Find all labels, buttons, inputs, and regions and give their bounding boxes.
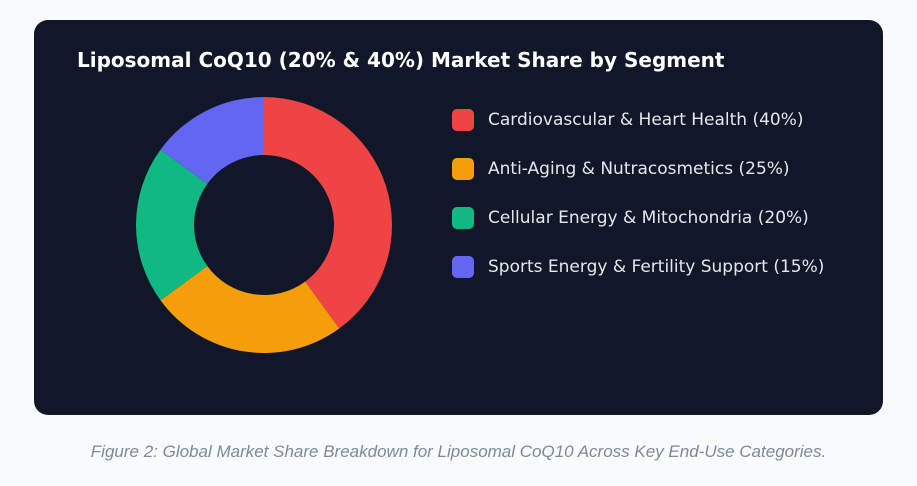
legend-swatch [452, 158, 474, 180]
legend-label: Cardiovascular & Heart Health (40%) [488, 110, 804, 130]
legend-swatch [452, 207, 474, 229]
chart-legend: Cardiovascular & Heart Health (40%) Anti-… [452, 108, 824, 304]
legend-item[interactable]: Cardiovascular & Heart Health (40%) [452, 108, 824, 132]
legend-swatch [452, 109, 474, 131]
legend-item[interactable]: Anti-Aging & Nutracosmetics (25%) [452, 157, 824, 181]
legend-item[interactable]: Cellular Energy & Mitochondria (20%) [452, 206, 824, 230]
chart-title: Liposomal CoQ10 (20% & 40%) Market Share… [77, 48, 725, 72]
chart-card: Liposomal CoQ10 (20% & 40%) Market Share… [34, 20, 883, 415]
donut-chart [136, 97, 392, 353]
donut-slice[interactable] [136, 149, 208, 301]
legend-swatch [452, 256, 474, 278]
donut-slice[interactable] [264, 97, 392, 329]
legend-label: Sports Energy & Fertility Support (15%) [488, 257, 825, 277]
legend-label: Anti-Aging & Nutracosmetics (25%) [488, 159, 790, 179]
donut-slice[interactable] [160, 266, 340, 353]
legend-item[interactable]: Sports Energy & Fertility Support (15%) [452, 255, 824, 279]
figure-caption: Figure 2: Global Market Share Breakdown … [90, 442, 827, 461]
donut-slice[interactable] [160, 97, 264, 184]
legend-label: Cellular Energy & Mitochondria (20%) [488, 208, 809, 228]
